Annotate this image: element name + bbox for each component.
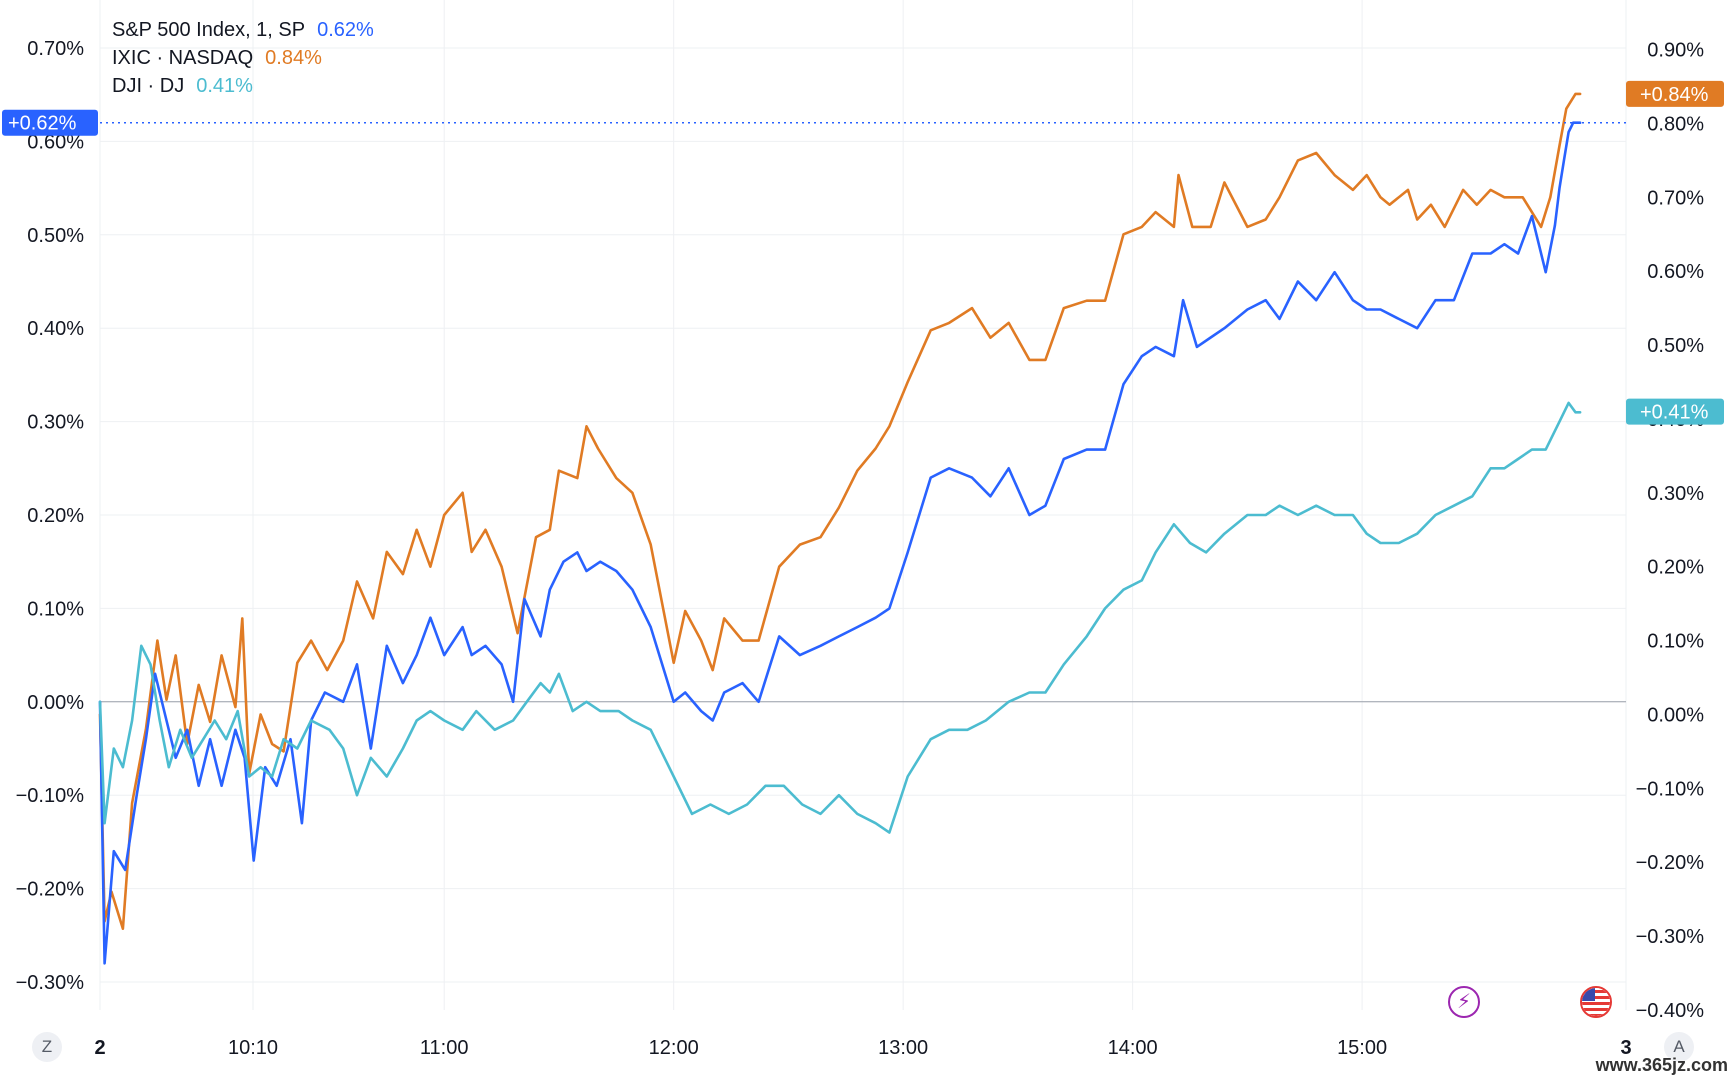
right-tick-label: 0.90% bbox=[1647, 40, 1704, 62]
right-tick-label: 0.10% bbox=[1647, 631, 1704, 653]
right-tick-label: 0.20% bbox=[1647, 557, 1704, 579]
left-tick-label: 0.40% bbox=[27, 318, 84, 340]
left-price-axis[interactable]: 0.70% 0.60% 0.50% 0.40% 0.30% 0.20% 0.10% 0.00%… bbox=[16, 38, 85, 994]
right-tick-label: 0.50% bbox=[1647, 335, 1704, 357]
left-tick-label: 0.60% bbox=[27, 131, 84, 153]
right-tick-label: 0.00% bbox=[1647, 704, 1704, 726]
time-axis[interactable]: 2 10:10 11:00 12:00 13:00 14:00 15:00 3 bbox=[94, 1037, 1631, 1059]
left-tick-label: 0.70% bbox=[27, 38, 84, 60]
legend-series-value: 0.84% bbox=[265, 47, 322, 69]
legend-series-name: DJI · DJ bbox=[112, 75, 185, 97]
right-price-axis[interactable]: 0.90%0.80%0.70%0.60%0.50%0.40%0.30%0.20%… bbox=[1636, 40, 1705, 1022]
left-tick-label: 0.10% bbox=[27, 598, 84, 620]
left-tick-label: −0.10% bbox=[16, 785, 85, 807]
badge-right-mid bbox=[1626, 398, 1724, 425]
time-tick-label: 12:00 bbox=[649, 1037, 699, 1059]
series-line bbox=[98, 401, 1582, 834]
time-tick-label: 13:00 bbox=[878, 1037, 928, 1059]
legend-series-name: IXIC · NASDAQ bbox=[112, 47, 254, 69]
badge-right-mid-label: +0.41% bbox=[1640, 402, 1709, 424]
time-tick-label: 14:00 bbox=[1108, 1037, 1158, 1059]
left-tick-label: −0.20% bbox=[16, 879, 85, 901]
time-tick-label: 2 bbox=[94, 1037, 105, 1059]
badge-right-top bbox=[1626, 80, 1724, 107]
time-tick-label: 10:10 bbox=[228, 1037, 278, 1059]
left-tick-label: 0.30% bbox=[27, 412, 84, 434]
legend-row-dji[interactable]: DJI · DJ 0.41% bbox=[112, 72, 374, 100]
legend-series-value: 0.41% bbox=[196, 75, 253, 97]
watermark: www.365jz.com bbox=[1595, 1055, 1728, 1075]
right-tick-label: −0.40% bbox=[1636, 1000, 1705, 1022]
price-badges: +0.62% +0.84% +0.41% bbox=[2, 80, 1724, 425]
right-tick-label: 0.30% bbox=[1647, 483, 1704, 505]
left-tick-label: 0.20% bbox=[27, 505, 84, 527]
grid-lines bbox=[99, 0, 1627, 1010]
right-tick-label: −0.20% bbox=[1636, 852, 1705, 874]
series-line bbox=[98, 121, 1582, 965]
badge-right-top-label: +0.84% bbox=[1640, 84, 1709, 106]
time-tick-label: 3 bbox=[1620, 1037, 1631, 1059]
autoscale-button[interactable]: A bbox=[1664, 1032, 1694, 1062]
us-flag-icon[interactable] bbox=[1580, 986, 1612, 1018]
left-tick-label: −0.30% bbox=[16, 972, 85, 994]
legend-row-spx[interactable]: S&P 500 Index, 1, SP 0.62% bbox=[112, 16, 374, 44]
badge-left bbox=[2, 109, 98, 136]
left-tick-label: 0.50% bbox=[27, 225, 84, 247]
right-tick-label: 0.70% bbox=[1647, 187, 1704, 209]
legend-series-name: S&P 500 Index, 1, SP bbox=[112, 19, 306, 41]
left-tick-label: 0.00% bbox=[27, 692, 84, 714]
series-line bbox=[98, 92, 1582, 930]
legend-series-value: 0.62% bbox=[317, 19, 374, 41]
right-tick-label: 0.60% bbox=[1647, 261, 1704, 283]
right-tick-label: 0.80% bbox=[1647, 113, 1704, 135]
right-tick-label: −0.30% bbox=[1636, 926, 1705, 948]
lightning-icon[interactable]: ⚡ bbox=[1448, 986, 1480, 1018]
time-tick-label: 15:00 bbox=[1337, 1037, 1387, 1059]
chart-legend: S&P 500 Index, 1, SP 0.62% IXIC · NASDAQ… bbox=[112, 16, 374, 100]
series-layer bbox=[98, 92, 1582, 965]
legend-row-ixic[interactable]: IXIC · NASDAQ 0.84% bbox=[112, 44, 374, 72]
timezone-button[interactable]: Z bbox=[32, 1032, 62, 1062]
time-tick-label: 11:00 bbox=[420, 1037, 469, 1059]
right-tick-label: −0.10% bbox=[1636, 778, 1705, 800]
badge-left-label: +0.62% bbox=[8, 113, 77, 135]
